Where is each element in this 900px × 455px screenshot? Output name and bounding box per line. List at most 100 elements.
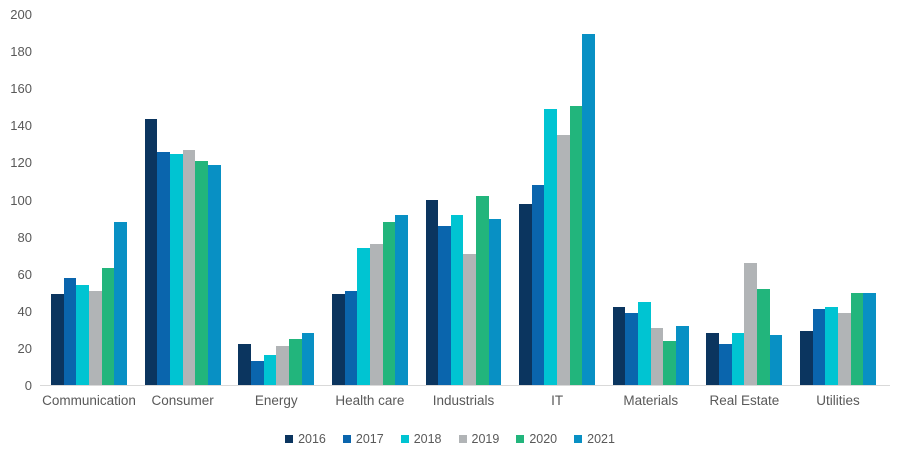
legend-swatch-icon <box>342 435 351 443</box>
bar-2019 <box>463 253 477 385</box>
y-tick-label: 20 <box>17 340 32 356</box>
bar-2020 <box>757 288 770 385</box>
bar-2016 <box>706 333 720 385</box>
bar-2021 <box>769 335 783 385</box>
legend-swatch-icon <box>574 435 583 443</box>
bar-2018 <box>544 109 558 385</box>
category-label: Health care <box>335 393 405 408</box>
bar-2021 <box>207 164 221 385</box>
bar-2017 <box>625 312 639 385</box>
bar-group-energy: Energy <box>238 15 315 408</box>
category-label: Communication <box>42 393 136 408</box>
bar-2017 <box>157 151 170 385</box>
bar-2019 <box>837 312 851 385</box>
legend-label: 2016 <box>298 432 326 446</box>
bar-2020 <box>101 268 115 385</box>
legend-item-2017: 2017 <box>342 432 384 446</box>
legend-swatch-icon <box>400 435 409 443</box>
bar-2018 <box>450 214 464 385</box>
legend-item-2016: 2016 <box>285 432 326 446</box>
category-label: Real Estate <box>709 393 780 408</box>
bar-2019 <box>744 262 757 385</box>
bar-2019 <box>88 290 102 385</box>
category-label: Utilities <box>816 393 860 408</box>
bar-2017 <box>719 344 732 385</box>
bar-2017 <box>344 290 358 385</box>
y-tick-label: 40 <box>17 303 32 319</box>
bar-2016 <box>51 294 64 385</box>
legend-label: 2019 <box>471 432 500 446</box>
bar-group-utilities: Utilities <box>800 15 876 408</box>
bar-2021 <box>395 214 408 385</box>
bar-2019 <box>557 135 570 385</box>
bar-2021 <box>301 333 315 385</box>
bar-2016 <box>331 294 345 385</box>
legend-item-2021: 2021 <box>574 432 615 446</box>
bar-2017 <box>63 277 77 385</box>
bar-group-real-estate: Real Estate <box>706 15 783 408</box>
bar-group-health-care: Health care <box>331 15 408 408</box>
bar-2018 <box>169 153 183 385</box>
category-label: Materials <box>623 393 679 408</box>
bar-2017 <box>438 225 451 385</box>
legend-swatch-icon <box>458 435 467 443</box>
category-label: Industrials <box>432 393 495 408</box>
y-tick-label: 100 <box>10 192 32 208</box>
bar-2020 <box>663 340 677 385</box>
bar-group-communication: Communication <box>42 15 136 408</box>
bar-2019 <box>650 327 664 385</box>
y-tick-label: 200 <box>10 7 32 22</box>
bar-group-it: IT <box>519 15 596 408</box>
bar-2016 <box>238 344 251 385</box>
bar-2018 <box>263 355 277 385</box>
y-axis: 0 20 40 60 80 100 120 140 160 180 200 <box>0 0 32 455</box>
bar-2017 <box>531 185 545 385</box>
legend-item-2020: 2020 <box>516 432 557 446</box>
bar-2019 <box>369 244 383 385</box>
bar-2019 <box>276 346 289 385</box>
y-tick-label: 180 <box>10 44 32 60</box>
category-label: Consumer <box>151 393 214 408</box>
bar-2021 <box>488 218 502 385</box>
bar-2020 <box>288 338 302 385</box>
bar-2020 <box>382 222 396 385</box>
bar-2021 <box>582 33 596 385</box>
bar-2020 <box>476 196 489 385</box>
y-tick-label: 80 <box>17 229 32 245</box>
bar-2016 <box>144 118 158 385</box>
bar-2018 <box>357 248 370 385</box>
bar-group-materials: Materials <box>612 15 689 408</box>
bar-2021 <box>863 292 876 385</box>
bar-2018 <box>825 307 838 385</box>
plot-area: Communication Consumer Energy Health care In… <box>40 15 890 408</box>
bar-2021 <box>114 222 127 385</box>
legend-label: 2021 <box>587 432 615 446</box>
legend-item-2018: 2018 <box>400 432 442 446</box>
bar-2016 <box>425 200 439 385</box>
legend: 2016 2017 2018 2019 2020 2021 <box>0 432 900 446</box>
y-tick-label: 160 <box>10 81 32 97</box>
legend-label: 2017 <box>355 432 384 446</box>
category-label: IT <box>551 393 564 408</box>
legend-item-2019: 2019 <box>458 432 500 446</box>
bar-2021 <box>676 325 689 385</box>
bar-2020 <box>850 292 864 385</box>
bar-2017 <box>250 360 264 385</box>
bar-group-industrials: Industrials <box>425 15 502 408</box>
legend-swatch-icon <box>516 435 525 443</box>
bar-2020 <box>195 161 208 385</box>
y-tick-label: 60 <box>17 266 32 282</box>
y-tick-label: 120 <box>10 155 32 171</box>
bar-2018 <box>638 301 651 385</box>
bar-2020 <box>569 105 583 385</box>
bar-2016 <box>800 331 813 385</box>
legend-swatch-icon <box>285 435 294 443</box>
bar-2018 <box>731 333 745 385</box>
legend-label: 2018 <box>413 432 442 446</box>
y-tick-label: 0 <box>24 378 32 393</box>
bar-2017 <box>812 309 826 385</box>
category-label: Energy <box>254 393 298 408</box>
bar-2016 <box>519 203 532 385</box>
y-tick-label: 140 <box>10 118 32 134</box>
